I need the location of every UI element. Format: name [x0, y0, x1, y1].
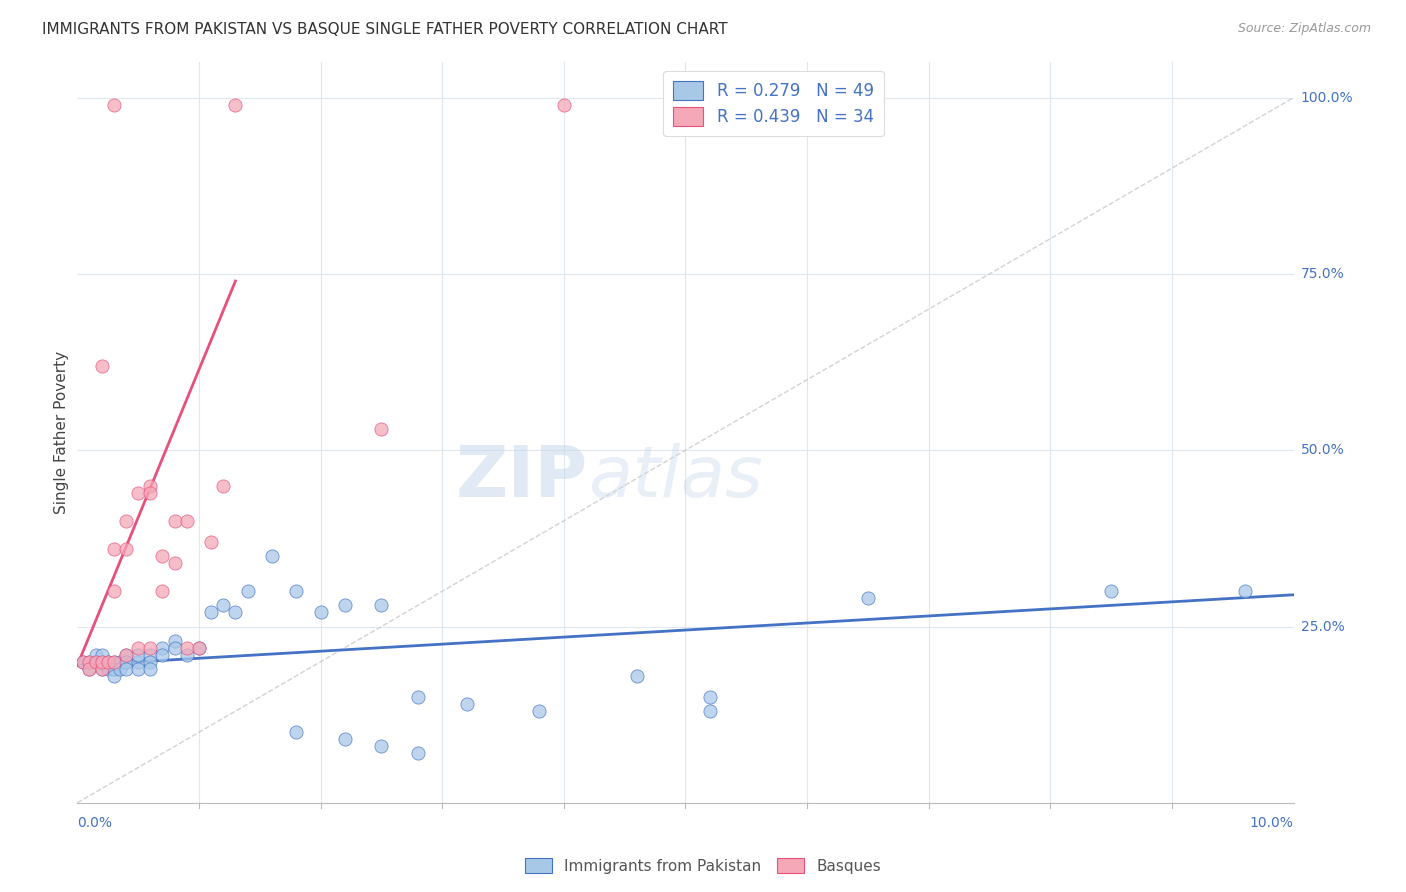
Point	[90, 662, 112, 676]
Point	[152, 584, 174, 599]
Point	[127, 648, 149, 662]
Point	[97, 655, 120, 669]
Point	[176, 640, 198, 655]
Point	[200, 535, 222, 549]
Point	[79, 662, 101, 676]
Point	[115, 655, 138, 669]
Point	[115, 655, 138, 669]
Point	[699, 690, 721, 704]
Point	[1233, 584, 1256, 599]
Legend: Immigrants from Pakistan, Basques: Immigrants from Pakistan, Basques	[519, 852, 887, 880]
Point	[139, 655, 162, 669]
Point	[79, 662, 101, 676]
Point	[84, 655, 107, 669]
Point	[176, 514, 198, 528]
Point	[84, 655, 107, 669]
Point	[553, 97, 575, 112]
Point	[333, 599, 356, 613]
Point	[127, 662, 149, 676]
Text: 100.0%: 100.0%	[1301, 91, 1353, 104]
Point	[212, 599, 235, 613]
Text: 75.0%: 75.0%	[1301, 267, 1344, 281]
Point	[370, 422, 392, 436]
Point	[103, 541, 125, 556]
Point	[309, 606, 332, 620]
Point	[79, 655, 101, 669]
Point	[72, 655, 94, 669]
Point	[152, 640, 174, 655]
Point	[115, 662, 138, 676]
Point	[200, 606, 222, 620]
Point	[90, 655, 112, 669]
Point	[79, 655, 101, 669]
Point	[139, 478, 162, 492]
Point	[224, 97, 246, 112]
Text: 10.0%: 10.0%	[1250, 816, 1294, 830]
Point	[139, 648, 162, 662]
Point	[626, 669, 648, 683]
Point	[108, 655, 131, 669]
Point	[84, 648, 107, 662]
Point	[115, 514, 138, 528]
Text: ZIP: ZIP	[456, 442, 588, 511]
Point	[90, 648, 112, 662]
Point	[212, 478, 235, 492]
Point	[72, 655, 94, 669]
Point	[103, 97, 125, 112]
Point	[163, 640, 186, 655]
Point	[236, 584, 259, 599]
Point	[699, 704, 721, 718]
Point	[90, 359, 112, 373]
Point	[176, 648, 198, 662]
Point	[152, 549, 174, 563]
Point	[456, 697, 478, 711]
Point	[90, 662, 112, 676]
Point	[370, 739, 392, 754]
Text: 25.0%: 25.0%	[1301, 620, 1344, 633]
Point	[103, 584, 125, 599]
Text: 0.0%: 0.0%	[77, 816, 112, 830]
Point	[139, 640, 162, 655]
Point	[406, 690, 429, 704]
Text: atlas: atlas	[588, 442, 762, 511]
Point	[224, 606, 246, 620]
Point	[108, 662, 131, 676]
Point	[115, 541, 138, 556]
Point	[529, 704, 551, 718]
Point	[163, 514, 186, 528]
Point	[90, 655, 112, 669]
Point	[127, 485, 149, 500]
Point	[115, 648, 138, 662]
Point	[163, 556, 186, 570]
Text: Source: ZipAtlas.com: Source: ZipAtlas.com	[1237, 22, 1371, 36]
Point	[285, 584, 308, 599]
Point	[97, 662, 120, 676]
Point	[103, 662, 125, 676]
Point	[188, 640, 211, 655]
Point	[103, 655, 125, 669]
Point	[1099, 584, 1122, 599]
Point	[97, 655, 120, 669]
Point	[856, 591, 879, 606]
Point	[139, 662, 162, 676]
Point	[333, 732, 356, 747]
Y-axis label: Single Father Poverty: Single Father Poverty	[53, 351, 69, 514]
Point	[127, 655, 149, 669]
Point	[127, 640, 149, 655]
Point	[103, 662, 125, 676]
Point	[370, 599, 392, 613]
Point	[163, 633, 186, 648]
Point	[139, 485, 162, 500]
Point	[285, 725, 308, 739]
Point	[152, 648, 174, 662]
Point	[115, 648, 138, 662]
Point	[260, 549, 283, 563]
Point	[406, 747, 429, 761]
Legend: R = 0.279   N = 49, R = 0.439   N = 34: R = 0.279 N = 49, R = 0.439 N = 34	[664, 70, 884, 136]
Point	[103, 655, 125, 669]
Point	[103, 669, 125, 683]
Text: IMMIGRANTS FROM PAKISTAN VS BASQUE SINGLE FATHER POVERTY CORRELATION CHART: IMMIGRANTS FROM PAKISTAN VS BASQUE SINGL…	[42, 22, 728, 37]
Point	[188, 640, 211, 655]
Text: 50.0%: 50.0%	[1301, 443, 1344, 458]
